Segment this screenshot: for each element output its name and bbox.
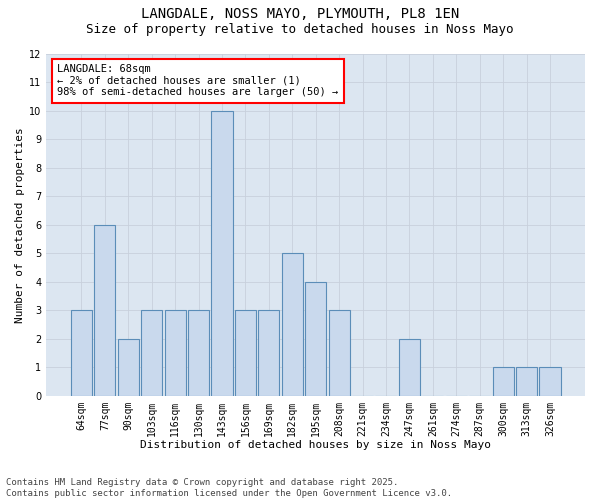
Bar <box>493 367 514 396</box>
Text: Contains HM Land Registry data © Crown copyright and database right 2025.
Contai: Contains HM Land Registry data © Crown c… <box>6 478 452 498</box>
Bar <box>259 310 280 396</box>
Bar <box>94 225 115 396</box>
Bar <box>141 310 162 396</box>
Bar <box>329 310 350 396</box>
Bar <box>539 367 560 396</box>
Y-axis label: Number of detached properties: Number of detached properties <box>15 127 25 322</box>
Bar <box>282 254 303 396</box>
Bar <box>305 282 326 396</box>
Bar <box>188 310 209 396</box>
Text: LANGDALE: 68sqm
← 2% of detached houses are smaller (1)
98% of semi-detached hou: LANGDALE: 68sqm ← 2% of detached houses … <box>57 64 338 98</box>
Bar <box>235 310 256 396</box>
Bar <box>516 367 537 396</box>
Bar <box>71 310 92 396</box>
Text: Size of property relative to detached houses in Noss Mayo: Size of property relative to detached ho… <box>86 22 514 36</box>
Bar <box>118 339 139 396</box>
Bar <box>164 310 185 396</box>
X-axis label: Distribution of detached houses by size in Noss Mayo: Distribution of detached houses by size … <box>140 440 491 450</box>
Bar <box>399 339 420 396</box>
Bar <box>211 111 233 396</box>
Text: LANGDALE, NOSS MAYO, PLYMOUTH, PL8 1EN: LANGDALE, NOSS MAYO, PLYMOUTH, PL8 1EN <box>141 8 459 22</box>
